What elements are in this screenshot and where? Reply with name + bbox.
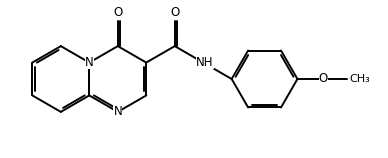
Text: O: O <box>113 6 122 19</box>
Text: O: O <box>319 73 328 85</box>
Text: NH: NH <box>196 56 214 69</box>
Text: N: N <box>85 56 94 69</box>
Text: O: O <box>170 6 179 19</box>
Text: CH₃: CH₃ <box>350 74 370 84</box>
Text: N: N <box>113 105 122 118</box>
